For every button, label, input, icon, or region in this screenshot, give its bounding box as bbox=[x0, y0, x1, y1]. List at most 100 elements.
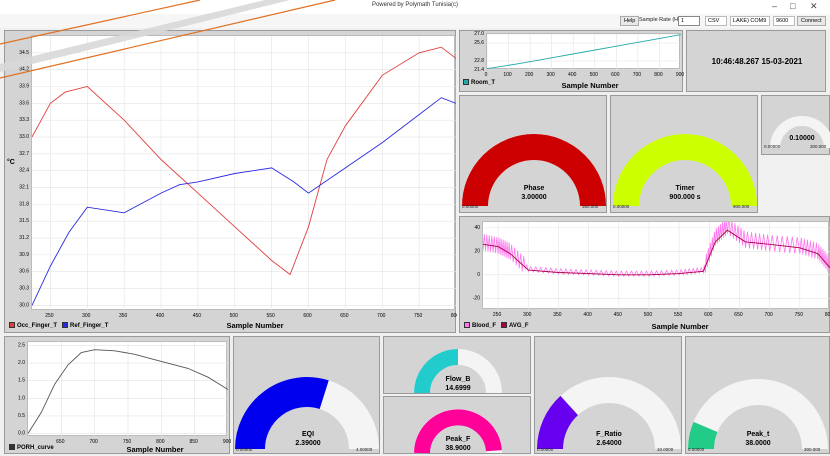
legend-swatch bbox=[464, 322, 470, 328]
gauge-value: 38.9000 bbox=[445, 445, 471, 452]
peakt-gauge-dial bbox=[688, 379, 828, 450]
legend-item[interactable]: Ref_Finger_T bbox=[62, 322, 108, 329]
room-chart-plot[interactable] bbox=[486, 33, 681, 70]
gauge-value: 2.64000 bbox=[596, 440, 622, 447]
x-tick-label: 700 bbox=[764, 312, 773, 318]
room-legend[interactable]: Room_T bbox=[463, 79, 495, 86]
gauge-name: Peak_F bbox=[445, 436, 471, 443]
legend-item[interactable]: Blood_F bbox=[464, 322, 496, 329]
small-gauge-panel: 0.10000 0.00000 300.000 bbox=[761, 95, 830, 155]
gauge-max: 360.000 bbox=[582, 204, 599, 209]
x-tick-label: 750 bbox=[795, 312, 804, 318]
y-tick-label: 21.4 bbox=[474, 67, 484, 73]
x-tick-label: 300 bbox=[523, 312, 532, 318]
series-line bbox=[32, 97, 456, 306]
baud-select[interactable]: 9600 bbox=[773, 16, 795, 26]
main-chart-plot[interactable] bbox=[31, 35, 456, 311]
room-chart-panel: 0 100 200 300 400 500 600 700 800 900 27.0 25.6 22.8… bbox=[459, 30, 684, 92]
gauge-max: 900.000 bbox=[733, 204, 750, 209]
help-button[interactable]: Help bbox=[620, 16, 640, 26]
y-tick-label: 33.9 bbox=[19, 84, 29, 90]
porh-legend[interactable]: PORH_curve bbox=[9, 444, 54, 451]
gauge-name: Peak_t bbox=[746, 431, 770, 438]
gauge-fill bbox=[414, 349, 459, 394]
maximize-icon[interactable]: □ bbox=[790, 1, 796, 11]
gauge-max: 300.000 bbox=[804, 447, 821, 452]
gauge-min: 0.00000 bbox=[613, 204, 630, 209]
y-tick-label: 27.0 bbox=[474, 31, 484, 37]
legend-label: Blood_F bbox=[472, 323, 496, 329]
legend-label: AVG_F bbox=[509, 323, 529, 329]
flow-gauge-dial bbox=[414, 349, 502, 394]
x-tick-label: 650 bbox=[340, 313, 349, 319]
x-tick-label: 0 bbox=[485, 72, 488, 78]
series-line bbox=[487, 34, 681, 70]
gauge-value: 900.000 s bbox=[669, 194, 701, 201]
x-tick-label: 550 bbox=[674, 312, 683, 318]
format-select[interactable]: CSV bbox=[705, 16, 727, 26]
gauge-min: 0.00000 bbox=[688, 447, 705, 452]
eqi-gauge-label: EQI 2.39000 bbox=[268, 430, 348, 448]
x-tick-label: 550 bbox=[266, 313, 275, 319]
timer-gauge-panel: Timer 900.000 s 0.00000 900.000 bbox=[610, 95, 758, 213]
clock-panel: 10:46:48.267 15-03-2021 bbox=[686, 30, 826, 92]
peakt-gauge-label: Peak_t 38.0000 bbox=[718, 430, 798, 448]
y-tick-label: 33.6 bbox=[19, 100, 29, 106]
gauge-min: 0.00000 bbox=[764, 144, 781, 149]
small-gauge-label: 0.10000 bbox=[789, 135, 815, 142]
port-select[interactable]: LAKE) COM9 bbox=[730, 16, 770, 26]
gauge-min: 0.00000 bbox=[462, 204, 479, 209]
x-tick-label: 500 bbox=[230, 313, 239, 319]
connect-button[interactable]: Connect bbox=[797, 16, 826, 26]
blood-legend: Blood_F AVG_F bbox=[464, 322, 529, 329]
eqi-gauge-dial bbox=[235, 377, 379, 450]
x-tick-label: 400 bbox=[156, 313, 165, 319]
legend-item[interactable]: AVG_F bbox=[501, 322, 529, 329]
blood-x-label: Sample Number bbox=[651, 322, 709, 331]
y-tick-label: 32.7 bbox=[19, 151, 29, 157]
gauge-min: 0.00000 bbox=[537, 447, 554, 452]
y-tick-label: 30.9 bbox=[19, 252, 29, 258]
gauge-value: 38.0000 bbox=[745, 440, 771, 447]
main-chart-panel: 250 300 350 400 450 500 550 600 650 700 750 800 34.5… bbox=[4, 30, 457, 333]
y-tick-label: 31.8 bbox=[19, 201, 29, 207]
window-title: Powered by Polymath Tunisia(c) bbox=[371, 2, 459, 8]
y-tick-label: 33.0 bbox=[19, 134, 29, 140]
gauge-fill bbox=[537, 395, 579, 450]
x-tick-label: 900 bbox=[223, 439, 231, 445]
gauge-name: Phase bbox=[523, 185, 545, 192]
y-tick-label: 22.8 bbox=[474, 58, 484, 64]
y-tick-label: 32.4 bbox=[19, 168, 29, 174]
x-tick-label: 350 bbox=[553, 312, 562, 318]
y-tick-label: -20 bbox=[473, 295, 480, 301]
phase-gauge-dial bbox=[462, 134, 606, 207]
legend-label: Occ_Finger_T bbox=[17, 323, 58, 329]
sample-rate-input[interactable]: 1 bbox=[678, 16, 700, 26]
peakf-gauge-dial bbox=[414, 409, 502, 454]
gauge-name: EQI bbox=[301, 431, 315, 438]
porh-chart-plot[interactable] bbox=[27, 341, 228, 437]
x-tick-label: 200 bbox=[525, 72, 534, 78]
y-tick-label: 31.2 bbox=[19, 235, 29, 241]
x-tick-label: 400 bbox=[583, 312, 592, 318]
minimize-icon[interactable]: – bbox=[772, 1, 778, 11]
room-chart-svg bbox=[487, 34, 681, 70]
x-tick-label: 250 bbox=[493, 312, 502, 318]
gauge-fill bbox=[462, 134, 606, 207]
x-tick-label: 350 bbox=[119, 313, 128, 319]
y-tick-label: 0 bbox=[477, 272, 480, 278]
x-tick-label: 600 bbox=[704, 312, 713, 318]
x-tick-label: 650 bbox=[734, 312, 743, 318]
close-icon[interactable]: ✕ bbox=[810, 1, 818, 11]
flow-gauge-label: Flow_B 14.6999 bbox=[418, 375, 498, 393]
gauge-max: 300.000 bbox=[810, 144, 827, 149]
sample-rate-label: Sample Rate (Hz) bbox=[639, 17, 683, 23]
legend-item[interactable]: Occ_Finger_T bbox=[9, 322, 58, 329]
x-tick-label: 300 bbox=[82, 313, 91, 319]
x-tick-label: 600 bbox=[303, 313, 312, 319]
series-line bbox=[483, 229, 830, 276]
series-line bbox=[483, 222, 830, 278]
blood-chart-plot[interactable] bbox=[482, 221, 830, 310]
x-tick-label: 450 bbox=[614, 312, 623, 318]
flow-gauge-panel: Flow_B 14.6999 bbox=[383, 336, 531, 394]
